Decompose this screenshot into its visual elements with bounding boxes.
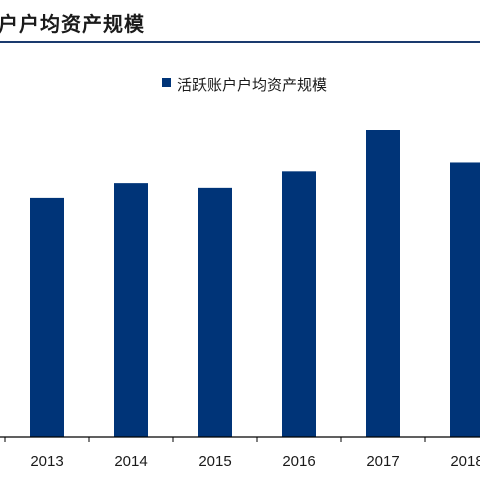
x-tick-label-2014: 2014 <box>114 453 147 470</box>
page-title: 户户均资产规模 <box>0 12 145 36</box>
bar-2017 <box>366 130 400 437</box>
x-axis-ticks <box>4 437 426 442</box>
x-tick-label-2013: 2013 <box>30 453 63 470</box>
legend: 活跃账户户均资产规模 <box>162 76 327 94</box>
bar-2015 <box>198 187 232 437</box>
bar-2018 <box>450 162 480 437</box>
x-axis-labels: 2013 2014 2015 2016 2017 2018 <box>30 453 480 470</box>
title-divider <box>0 41 480 43</box>
x-tick-label-2017: 2017 <box>366 453 399 470</box>
bar-2014 <box>114 183 148 437</box>
x-tick-label-2018: 2018 <box>450 453 480 470</box>
bar-2016 <box>282 171 316 438</box>
x-tick-label-2016: 2016 <box>282 453 315 470</box>
legend-label: 活跃账户户均资产规模 <box>177 76 327 94</box>
legend-swatch <box>162 78 171 87</box>
x-tick-label-2015: 2015 <box>198 453 231 470</box>
title-bar: 户户均资产规模 <box>0 0 480 44</box>
bars-group <box>30 130 480 438</box>
bar-2013 <box>30 197 64 437</box>
